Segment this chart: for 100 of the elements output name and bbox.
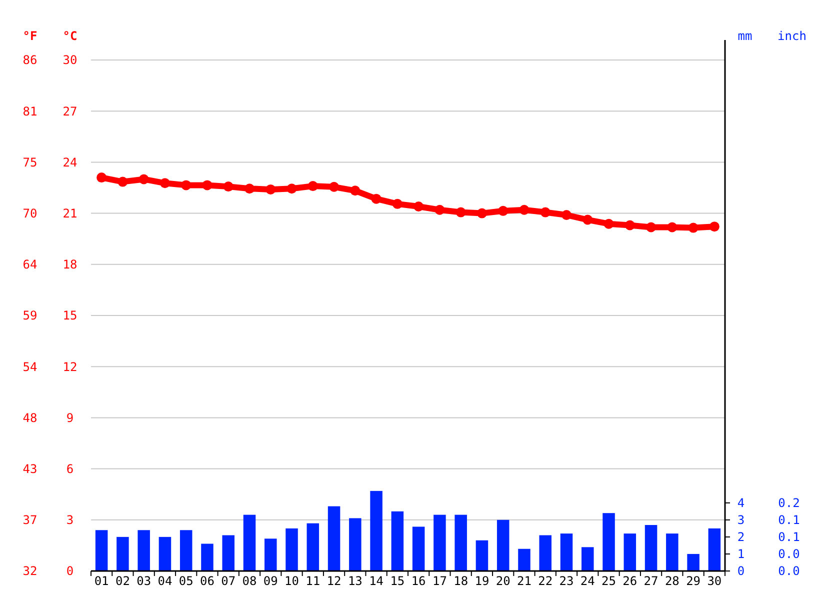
- point: [223, 182, 234, 192]
- point: [498, 206, 508, 216]
- bar: [539, 535, 552, 571]
- x-tick-label: 23: [559, 574, 574, 588]
- point: [709, 222, 720, 232]
- bar: [687, 554, 700, 571]
- text: 0.1: [778, 530, 800, 544]
- bar: [201, 544, 214, 571]
- bar: [454, 514, 467, 571]
- x-tick-label: 11: [306, 574, 320, 588]
- y-tick-label: 3: [66, 513, 74, 528]
- bar: [434, 514, 446, 571]
- y2-tick-label: 54: [22, 360, 38, 374]
- x-tick-label: 27: [644, 574, 658, 588]
- point: [476, 208, 487, 218]
- bar: [95, 530, 108, 571]
- x-tick-label: 09: [263, 574, 278, 588]
- bar: [116, 536, 129, 571]
- x-tick-label: 07: [221, 574, 236, 588]
- y3-tick-label: 0: [737, 564, 745, 578]
- point: [624, 220, 635, 230]
- x-tick-label: 25: [602, 574, 616, 588]
- y2-tick-label: 86: [22, 53, 38, 68]
- bar: [243, 514, 256, 571]
- y-axis-title: °C: [62, 29, 78, 43]
- x-tick-label: 17: [432, 574, 447, 588]
- bar: [180, 530, 192, 571]
- x-tick-label: 21: [517, 574, 532, 588]
- bar: [582, 547, 594, 571]
- y3-axis-title: mm: [738, 29, 752, 43]
- x-tick-label: 20: [496, 574, 510, 588]
- y2-tick-label: 32: [22, 564, 38, 578]
- bar: [624, 534, 636, 571]
- point: [582, 214, 593, 225]
- point: [308, 181, 318, 192]
- point: [350, 186, 360, 196]
- text: inch: [778, 29, 806, 43]
- point: [118, 176, 128, 187]
- point: [688, 222, 698, 233]
- y-tick-label: 21: [62, 206, 78, 220]
- point: [286, 184, 297, 194]
- bar: [286, 528, 298, 571]
- bar: [666, 534, 678, 571]
- y3-tick-label: 4: [737, 496, 745, 510]
- bar: [602, 513, 615, 571]
- bar: [391, 511, 404, 571]
- bar: [222, 535, 234, 571]
- y3-tick-label: 2: [737, 530, 745, 544]
- bar: [264, 538, 277, 571]
- y-tick-label: 18: [62, 258, 78, 272]
- y-tick-label: 15: [62, 308, 78, 323]
- bar: [496, 520, 510, 571]
- bar: [476, 540, 488, 571]
- y2-axis-title: °F: [22, 29, 38, 43]
- bar: [370, 490, 382, 571]
- text: 0.1: [778, 513, 800, 528]
- y2-tick-label: 70: [22, 206, 38, 220]
- x-tick-label: 22: [538, 574, 553, 588]
- point: [244, 184, 254, 194]
- bar: [138, 530, 150, 571]
- x-tick-label: 05: [178, 574, 194, 588]
- x-tick-label: 14: [369, 574, 384, 588]
- x-tick-label: 13: [348, 574, 362, 588]
- y2-tick-label: 43: [22, 462, 38, 476]
- point: [96, 172, 107, 183]
- bar: [412, 526, 425, 571]
- text: 0.0: [778, 564, 800, 578]
- point: [371, 194, 382, 204]
- point: [160, 178, 170, 188]
- x-tick-label: 02: [115, 574, 130, 588]
- point: [392, 198, 402, 209]
- x-tick-label: 06: [200, 574, 214, 588]
- point: [414, 201, 424, 212]
- x-tick-label: 30: [707, 574, 722, 588]
- x-tick-label: 10: [284, 574, 299, 588]
- point: [540, 207, 550, 218]
- x-tick-label: 29: [686, 574, 701, 588]
- bar: [328, 506, 340, 571]
- y-tick-label: 9: [66, 410, 74, 425]
- x-tick-label: 18: [454, 574, 468, 588]
- bar: [158, 536, 172, 571]
- point: [266, 184, 276, 194]
- bar: [518, 548, 530, 571]
- point: [329, 182, 340, 192]
- bar: [560, 534, 573, 571]
- y-tick-label: 24: [62, 155, 78, 170]
- point: [138, 174, 149, 184]
- y-tick-label: 0: [66, 564, 74, 578]
- x-tick-label: 24: [580, 574, 595, 588]
- y2-tick-label: 75: [22, 155, 38, 170]
- text: 0.2: [778, 496, 800, 510]
- bar: [708, 528, 721, 571]
- x-tick-label: 28: [664, 574, 680, 588]
- text: 0.0: [778, 547, 800, 562]
- y2-tick-label: 48: [22, 410, 38, 425]
- y2-tick-label: 64: [22, 258, 38, 272]
- bar: [349, 518, 362, 571]
- point: [562, 210, 572, 220]
- point: [456, 207, 466, 218]
- y-tick-label: 27: [62, 104, 78, 118]
